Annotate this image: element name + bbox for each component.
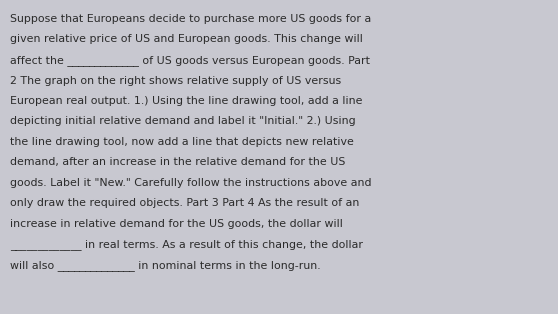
- Text: goods. Label it "New." Carefully follow the instructions above and: goods. Label it "New." Carefully follow …: [10, 178, 372, 188]
- Text: affect the _____________ of US goods versus European goods. Part: affect the _____________ of US goods ver…: [10, 55, 370, 66]
- Text: European real output. 1.) Using the line drawing tool, add a line: European real output. 1.) Using the line…: [10, 96, 363, 106]
- Text: _____________ in real terms. As a result of this change, the dollar: _____________ in real terms. As a result…: [10, 240, 363, 250]
- Text: only draw the required objects. Part 3 Part 4 As the result of an: only draw the required objects. Part 3 P…: [10, 198, 359, 208]
- Text: depicting initial relative demand and label it "Initial." 2.) Using: depicting initial relative demand and la…: [10, 116, 355, 127]
- Text: 2 The graph on the right shows relative supply of US versus: 2 The graph on the right shows relative …: [10, 75, 341, 85]
- Text: increase in relative demand for the US goods, the dollar will: increase in relative demand for the US g…: [10, 219, 343, 229]
- Text: will also ______________ in nominal terms in the long-run.: will also ______________ in nominal term…: [10, 260, 321, 271]
- Text: the line drawing tool, now add a line that depicts new relative: the line drawing tool, now add a line th…: [10, 137, 354, 147]
- Text: demand, after an increase in the relative demand for the US: demand, after an increase in the relativ…: [10, 158, 345, 167]
- Text: given relative price of US and European goods. This change will: given relative price of US and European …: [10, 35, 363, 45]
- Text: Suppose that Europeans decide to purchase more US goods for a: Suppose that Europeans decide to purchas…: [10, 14, 371, 24]
